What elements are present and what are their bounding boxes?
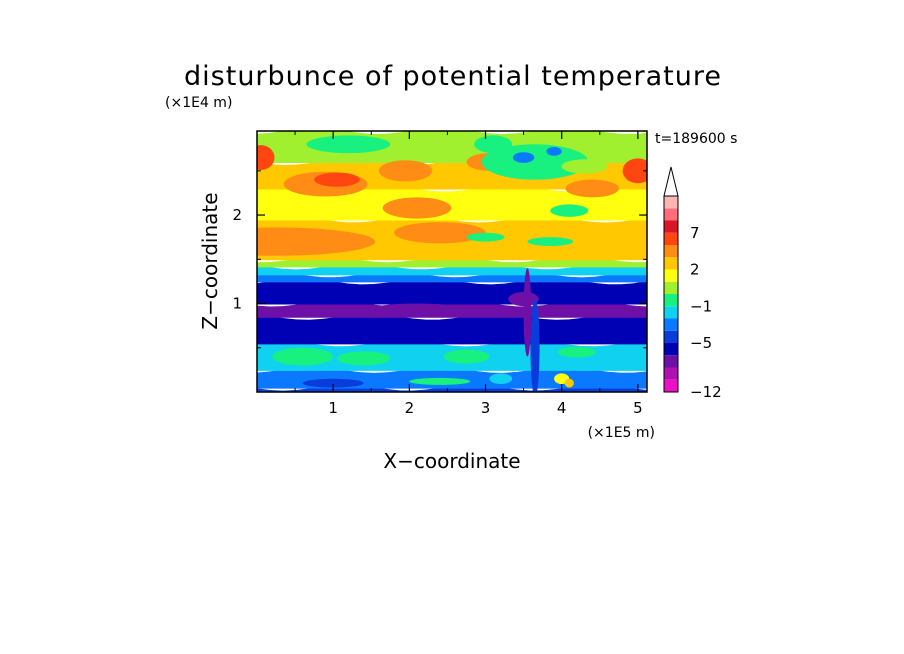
contour-patch	[622, 158, 647, 184]
y-axis-unit: (×1E4 m)	[165, 95, 232, 111]
colorbar-swatch	[664, 281, 678, 294]
colorbar-swatch	[664, 208, 678, 221]
y-axis: 12	[232, 170, 647, 349]
colorbar-swatch	[664, 294, 678, 307]
colorbar-extend-arrow	[663, 166, 679, 197]
colorbar-swatch	[664, 196, 678, 209]
contour-patch	[272, 347, 334, 366]
x-tick-label: 4	[557, 399, 567, 417]
contour-patch	[382, 197, 452, 219]
contour-patch	[530, 299, 540, 392]
y-tick-label: 2	[232, 206, 242, 224]
contour-patch	[443, 349, 490, 364]
plot-frame	[256, 130, 648, 393]
contour-patch	[409, 377, 471, 385]
contour-patch	[302, 378, 364, 388]
contour-patch	[523, 268, 532, 357]
colorbar-swatch	[664, 257, 678, 270]
chart-title: disturbunce of potential temperature	[184, 61, 722, 92]
y-axis-label: Z−coordinate	[198, 192, 222, 329]
contour-patch	[306, 135, 391, 154]
x-axis: 1 2 3 4 5	[294, 131, 643, 417]
contour-patch	[595, 305, 647, 316]
x-tick-label: 1	[328, 399, 338, 417]
contour-field	[257, 131, 647, 392]
contour-patch	[276, 305, 345, 316]
x-axis-unit: (×1E5 m)	[588, 425, 655, 441]
colorbar-label: −12	[690, 383, 722, 401]
colorbar-label: −5	[690, 334, 712, 352]
colorbar-swatch	[664, 245, 678, 258]
contour-patch	[550, 204, 589, 217]
contour-patch	[390, 148, 429, 158]
colorbar-swatch	[664, 318, 678, 331]
contour-patch	[375, 303, 459, 313]
colorbar-swatch	[664, 343, 678, 356]
contour-patch	[508, 292, 539, 307]
contour-patch	[561, 159, 608, 174]
contour-patch	[489, 373, 513, 385]
contour-band	[257, 313, 647, 345]
contour-patch	[557, 346, 596, 358]
colorbar: −12−5−127	[663, 166, 722, 401]
time-label: t=189600 s	[655, 131, 737, 147]
contour-patch	[394, 222, 486, 244]
contour-patch	[257, 145, 275, 170]
colorbar-label: 2	[690, 261, 700, 279]
colorbar-label: −1	[690, 297, 712, 315]
contour-patch	[564, 378, 574, 388]
contour-patch	[481, 144, 589, 180]
x-tick-label: 5	[633, 399, 643, 417]
x-tick-label: 2	[405, 399, 415, 417]
contour-patch	[546, 146, 562, 156]
contour-band	[257, 278, 647, 305]
contour-patch	[257, 227, 376, 256]
contour-patch	[336, 351, 391, 366]
colorbar-swatch	[664, 232, 678, 245]
x-axis-label: X−coordinate	[383, 449, 520, 473]
contour-patch	[512, 152, 535, 163]
contour-patch	[378, 160, 433, 182]
contour-band	[257, 185, 647, 221]
colorbar-swatch	[664, 269, 678, 282]
colorbar-swatch	[664, 367, 678, 380]
y-tick-label: 1	[232, 295, 242, 313]
contour-band	[257, 271, 647, 283]
colorbar-swatch	[664, 220, 678, 233]
colorbar-swatch	[664, 306, 678, 319]
contour-patch	[466, 232, 505, 242]
contour-patch	[527, 237, 574, 247]
colorbar-swatch	[664, 355, 678, 368]
colorbar-swatch	[664, 379, 678, 392]
colorbar-swatch	[664, 330, 678, 343]
contour-patch	[565, 179, 619, 198]
x-tick-label: 3	[481, 399, 491, 417]
contour-patch	[314, 172, 360, 187]
colorbar-label: 7	[690, 224, 700, 242]
